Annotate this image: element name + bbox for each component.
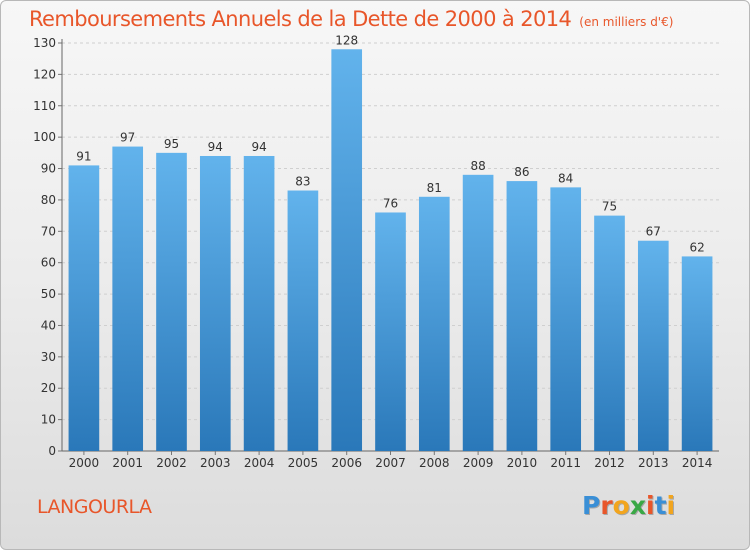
x-tick-label: 2002	[156, 456, 187, 470]
proxiti-logo[interactable]: Proxiti	[582, 491, 675, 520]
x-tick-label: 2001	[112, 456, 143, 470]
logo-letter: r	[600, 491, 613, 520]
bar	[156, 152, 187, 451]
y-tick-label: 100	[33, 130, 56, 144]
bar	[287, 190, 319, 451]
logo-letter: o	[612, 491, 630, 520]
y-tick-label: 10	[41, 413, 56, 427]
bar	[112, 146, 144, 452]
bar	[331, 49, 363, 452]
data-label: 83	[295, 175, 310, 189]
data-label: 91	[76, 149, 91, 163]
y-tick-label: 130	[33, 36, 56, 50]
data-label: 97	[120, 131, 135, 145]
data-label: 94	[251, 140, 266, 154]
y-tick-label: 30	[41, 350, 56, 364]
x-tick-label: 2011	[550, 456, 581, 470]
x-tick-label: 2006	[331, 456, 362, 470]
data-label: 88	[470, 159, 485, 173]
data-label: 67	[646, 225, 661, 239]
y-tick-label: 20	[41, 381, 56, 395]
y-tick-label: 0	[48, 444, 56, 458]
logo-letter: t	[654, 491, 667, 520]
logo-letter: P	[582, 491, 601, 520]
x-tick-label: 2004	[244, 456, 275, 470]
x-tick-label: 2003	[200, 456, 231, 470]
y-tick-label: 70	[41, 224, 56, 238]
bar	[418, 196, 450, 451]
y-tick-label: 90	[41, 162, 56, 176]
x-tick-label: 2007	[375, 456, 406, 470]
x-tick-label: 2009	[463, 456, 494, 470]
chart-unit-label: (en milliers d'€)	[579, 15, 674, 29]
bar	[594, 215, 625, 451]
y-tick-label: 50	[41, 287, 56, 301]
data-label: 86	[514, 165, 529, 179]
y-tick-label: 60	[41, 256, 56, 270]
y-tick-label: 80	[41, 193, 56, 207]
data-label: 84	[558, 171, 573, 185]
data-label: 95	[164, 137, 179, 151]
x-tick-label: 2012	[594, 456, 625, 470]
data-label: 128	[335, 33, 358, 47]
y-tick-label: 40	[41, 318, 56, 332]
bar	[506, 181, 538, 452]
x-tick-label: 2008	[419, 456, 450, 470]
data-label: 81	[427, 181, 442, 195]
bar	[199, 155, 231, 451]
logo-letter: x	[629, 491, 646, 520]
logo-letter: i	[646, 491, 655, 520]
bar	[637, 240, 669, 451]
data-label: 94	[208, 140, 223, 154]
bar	[550, 187, 582, 451]
x-tick-label: 2014	[682, 456, 713, 470]
bar	[375, 212, 406, 451]
y-tick-label: 120	[33, 67, 56, 81]
bar	[681, 256, 713, 451]
data-label: 75	[602, 200, 617, 214]
bar	[68, 165, 100, 451]
logo-letter: i	[666, 491, 676, 520]
chart-title-text: Remboursements Annuels de la Dette de 20…	[29, 7, 572, 31]
x-tick-label: 2013	[638, 456, 669, 470]
town-name: LANGOURLA	[37, 496, 152, 518]
chart-title: Remboursements Annuels de la Dette de 20…	[29, 7, 673, 31]
y-tick-label: 110	[33, 99, 56, 113]
x-tick-label: 2000	[69, 456, 100, 470]
bar	[243, 155, 275, 451]
x-tick-label: 2005	[288, 456, 319, 470]
data-label: 62	[689, 240, 704, 254]
bar	[462, 174, 494, 452]
data-label: 76	[383, 196, 398, 210]
x-tick-label: 2010	[507, 456, 538, 470]
